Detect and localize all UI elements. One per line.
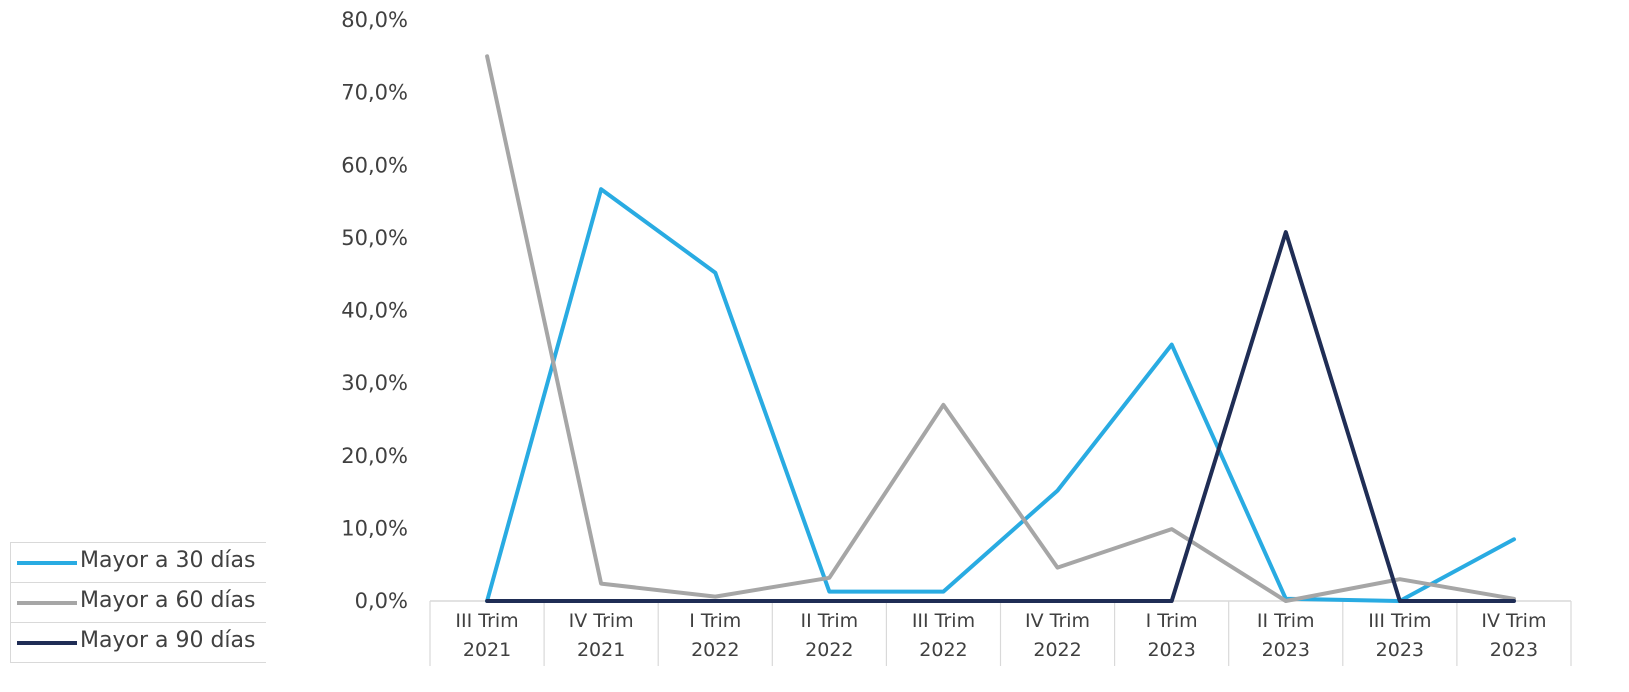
y-tick-label: 30,0% xyxy=(341,371,408,395)
x-tick-label: III Trim xyxy=(1368,610,1431,632)
x-tick-label-year: 2023 xyxy=(1147,639,1195,661)
x-tick-label-year: 2021 xyxy=(577,639,625,661)
legend-item-mayor-60: Mayor a 60 días xyxy=(10,582,266,623)
x-tick-label: III Trim xyxy=(455,610,518,632)
series-line-2 xyxy=(485,54,1516,603)
x-tick-label: III Trim xyxy=(912,610,975,632)
y-tick-label: 0,0% xyxy=(355,589,408,613)
x-tick-label: II Trim xyxy=(801,610,859,632)
legend: Mayor a 30 días Mayor a 60 días Mayor a … xyxy=(10,542,266,663)
series-lines xyxy=(485,54,1516,603)
x-tick-label-year: 2022 xyxy=(1033,639,1081,661)
y-axis: 0,0% 10,0% 20,0% 30,0% 40,0% 50,0% 60,0% 70,0% 8… xyxy=(341,8,408,613)
legend-swatch-mayor-30 xyxy=(17,561,77,565)
legend-item-mayor-30: Mayor a 30 días xyxy=(10,542,266,583)
x-tick-label-year: 2023 xyxy=(1376,639,1424,661)
x-tick-label: I Trim xyxy=(689,610,741,632)
x-tick-label: I Trim xyxy=(1146,610,1198,632)
x-tick-label-year: 2022 xyxy=(691,639,739,661)
x-tick-label: IV Trim xyxy=(1025,610,1090,632)
x-axis: III Trim 2021 IV Trim 2021 I Trim 2022 II Trim… xyxy=(429,600,1572,666)
x-tick-label-year: 2021 xyxy=(463,639,511,661)
x-tick-label-year: 2022 xyxy=(805,639,853,661)
legend-label: Mayor a 30 días xyxy=(80,548,256,573)
legend-item-mayor-90: Mayor a 90 días xyxy=(10,622,266,663)
legend-label: Mayor a 60 días xyxy=(80,588,256,613)
y-tick-label: 40,0% xyxy=(341,299,408,323)
y-tick-label: 60,0% xyxy=(341,153,408,177)
legend-label: Mayor a 90 días xyxy=(80,628,256,653)
series-line-1 xyxy=(485,187,1516,603)
x-tick-label-year: 2023 xyxy=(1490,639,1538,661)
series-line-3 xyxy=(485,230,1516,603)
legend-swatch-mayor-90 xyxy=(17,641,77,645)
x-tick-label: IV Trim xyxy=(1481,610,1546,632)
y-tick-label: 20,0% xyxy=(341,444,408,468)
y-tick-label: 70,0% xyxy=(341,81,408,105)
x-tick-label: II Trim xyxy=(1257,610,1315,632)
x-tick-label: IV Trim xyxy=(569,610,634,632)
x-tick-label-year: 2022 xyxy=(919,639,967,661)
y-tick-label: 10,0% xyxy=(341,516,408,540)
y-tick-label: 50,0% xyxy=(341,226,408,250)
legend-swatch-mayor-60 xyxy=(17,601,77,605)
x-tick-label-year: 2023 xyxy=(1262,639,1310,661)
y-tick-label: 80,0% xyxy=(341,8,408,32)
